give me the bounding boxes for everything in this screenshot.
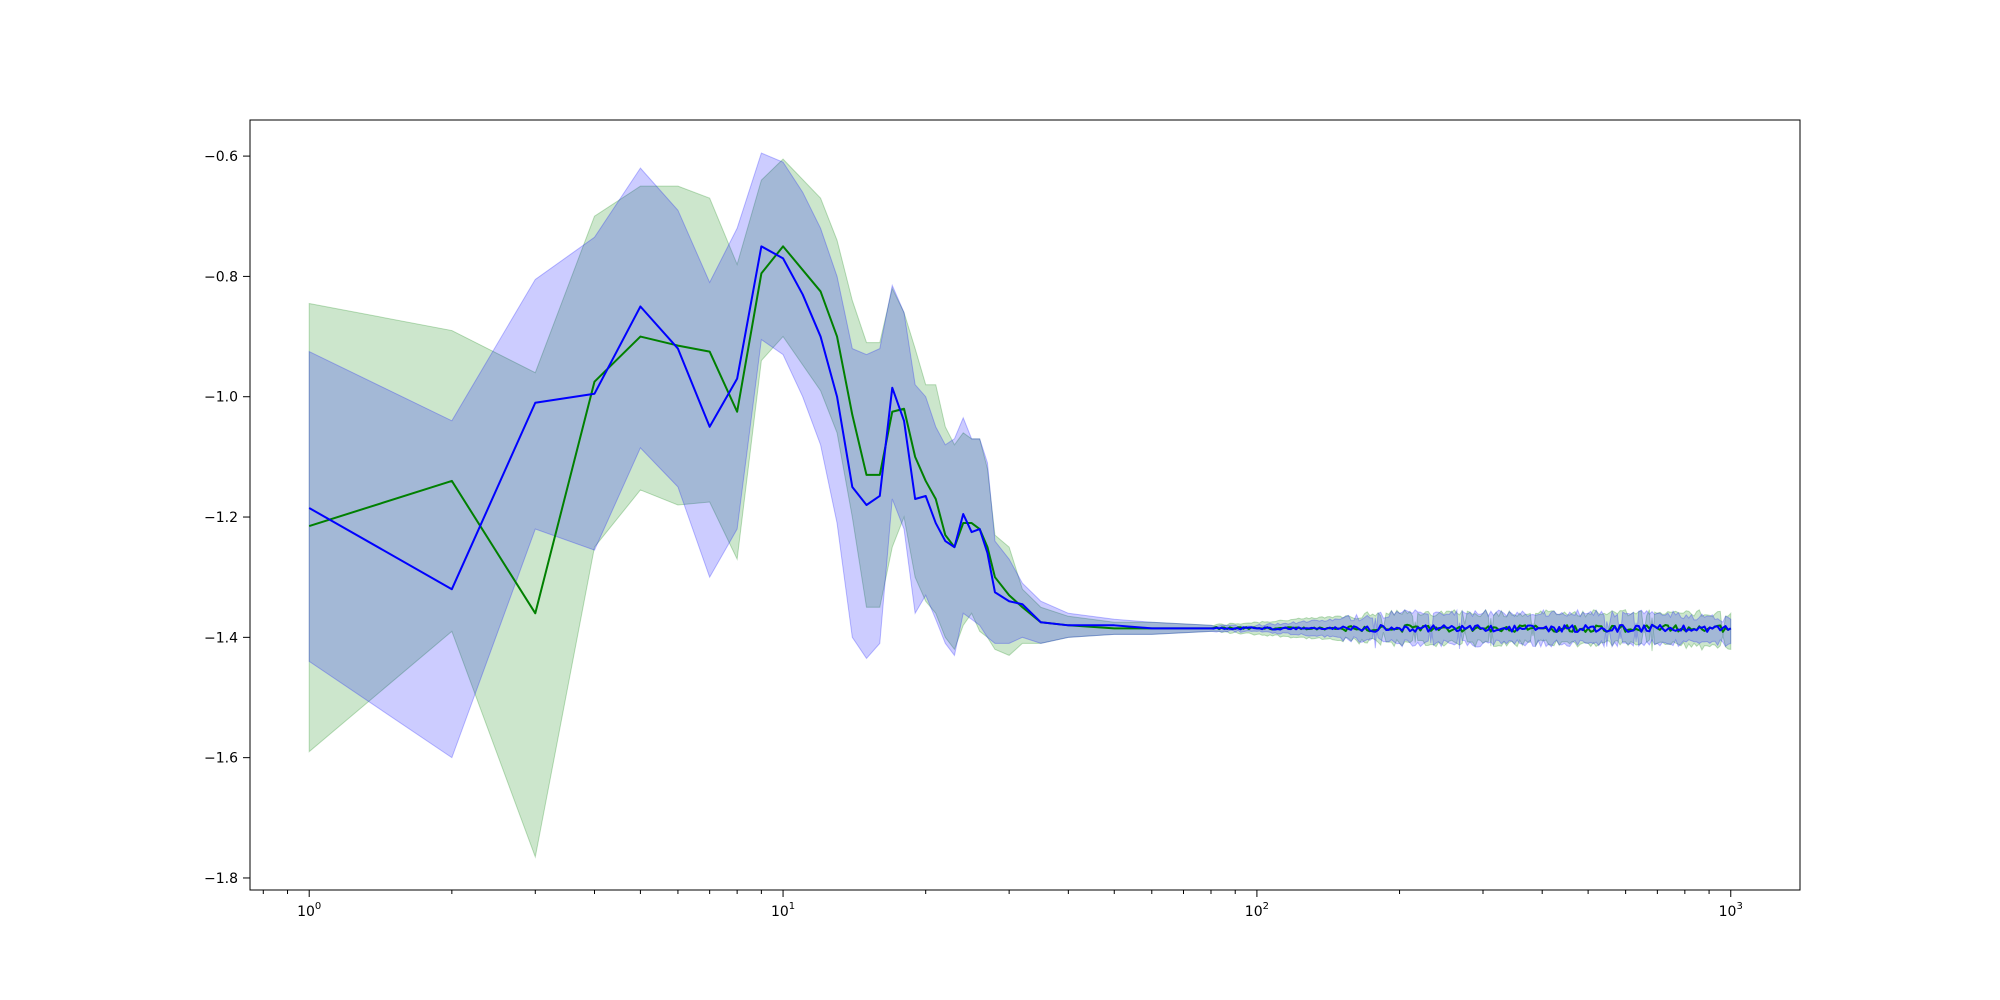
x-tick-label: 101 [771,901,795,920]
x-tick-base: 10 [297,904,315,920]
x-tick-exponent: 3 [1736,901,1742,912]
x-tick-label: 103 [1719,901,1743,920]
x-tick-base: 10 [771,904,789,920]
y-tick-label: −1.0 [204,390,238,406]
y-axis: −0.6 −0.8 −1.0 −1.2 −1.4 −1.6 −1.8 [204,149,250,887]
x-tick-base: 10 [1719,904,1737,920]
x-tick-exponent: 0 [315,901,321,912]
plot-area-frame [249,119,1801,891]
y-tick-label: −1.6 [204,751,238,767]
series-lines [308,245,1732,633]
series-1-band [308,152,1732,759]
y-tick-label: −1.4 [204,630,238,646]
x-tick-base: 10 [1245,904,1263,920]
y-tick-label: −0.6 [204,149,238,165]
x-tick-exponent: 1 [789,901,795,912]
y-tick-label: −0.8 [204,269,238,285]
y-tick-label: −1.8 [204,871,238,887]
x-tick-label: 102 [1245,901,1269,920]
x-tick-exponent: 2 [1263,901,1269,912]
x-axis: 100 101 102 103 [262,890,1743,920]
y-tick-label: −1.2 [204,510,238,526]
series-1-line [308,245,1732,633]
x-tick-label: 100 [297,901,321,920]
